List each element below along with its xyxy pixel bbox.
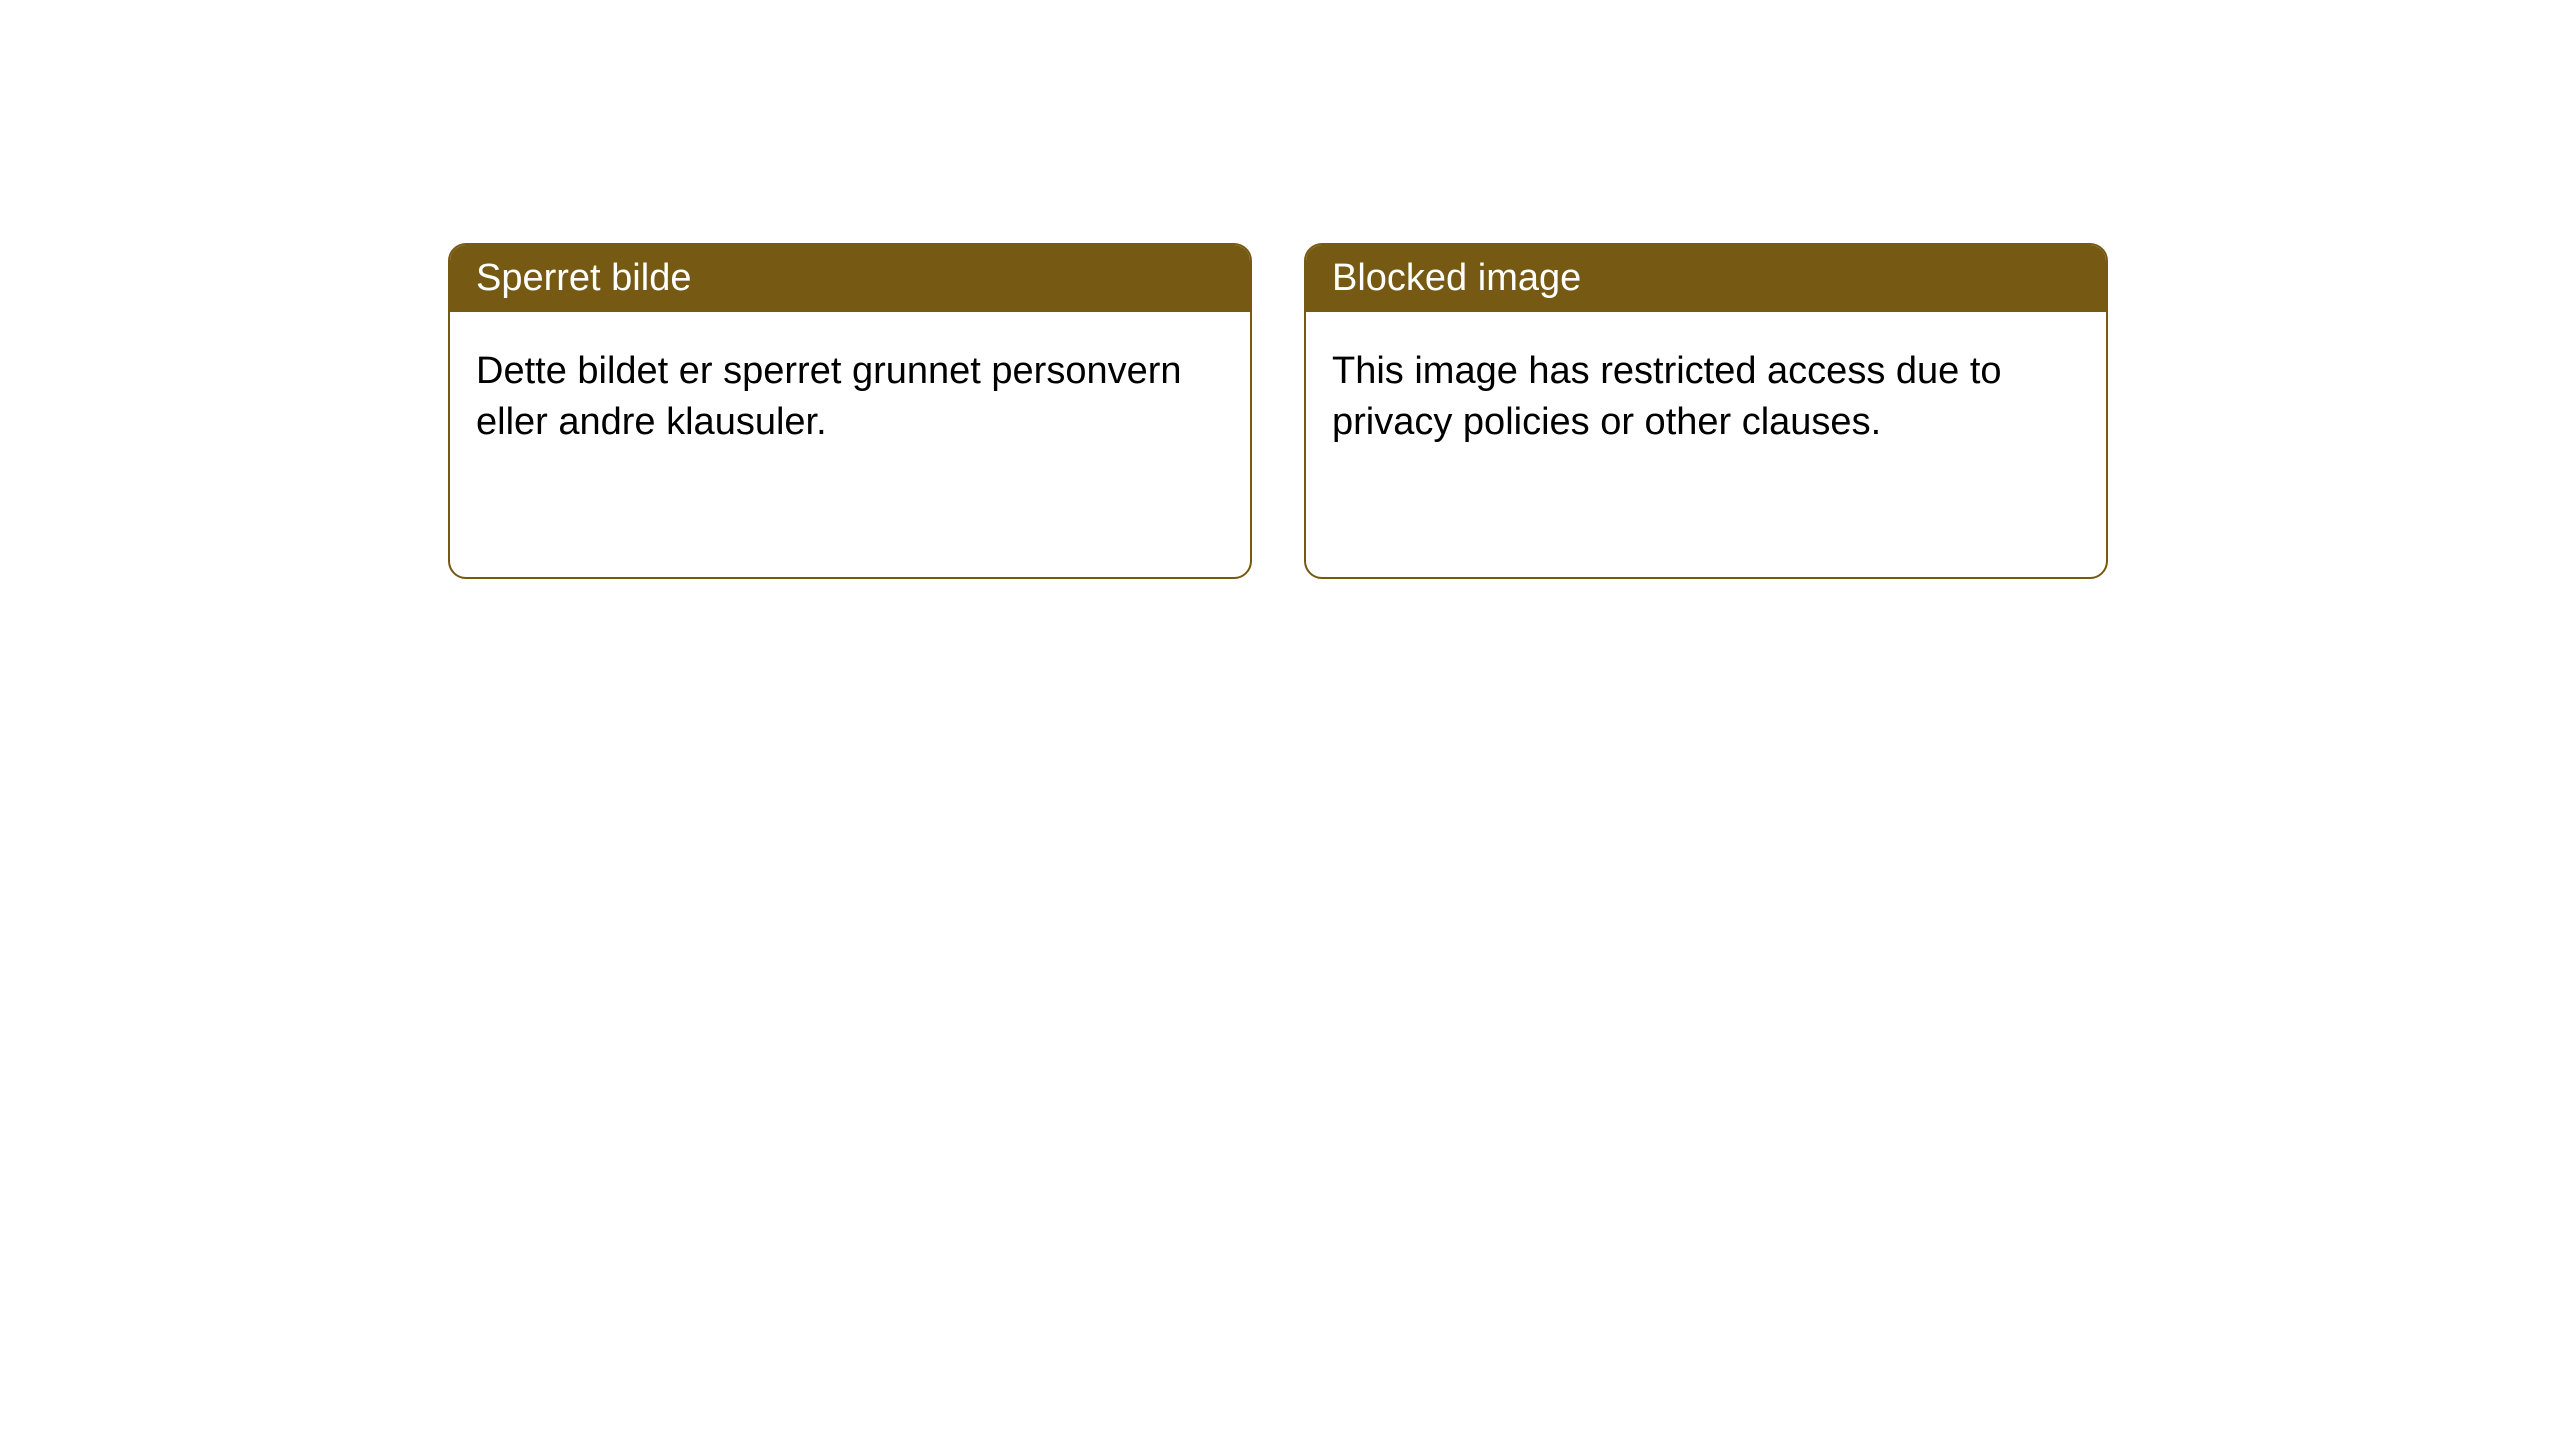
notice-card-norwegian: Sperret bilde Dette bildet er sperret gr… bbox=[448, 243, 1252, 579]
notice-body-norwegian: Dette bildet er sperret grunnet personve… bbox=[450, 312, 1250, 483]
notice-title-english: Blocked image bbox=[1306, 245, 2106, 312]
notice-title-norwegian: Sperret bilde bbox=[450, 245, 1250, 312]
notice-container: Sperret bilde Dette bildet er sperret gr… bbox=[0, 0, 2560, 579]
notice-body-english: This image has restricted access due to … bbox=[1306, 312, 2106, 483]
notice-card-english: Blocked image This image has restricted … bbox=[1304, 243, 2108, 579]
